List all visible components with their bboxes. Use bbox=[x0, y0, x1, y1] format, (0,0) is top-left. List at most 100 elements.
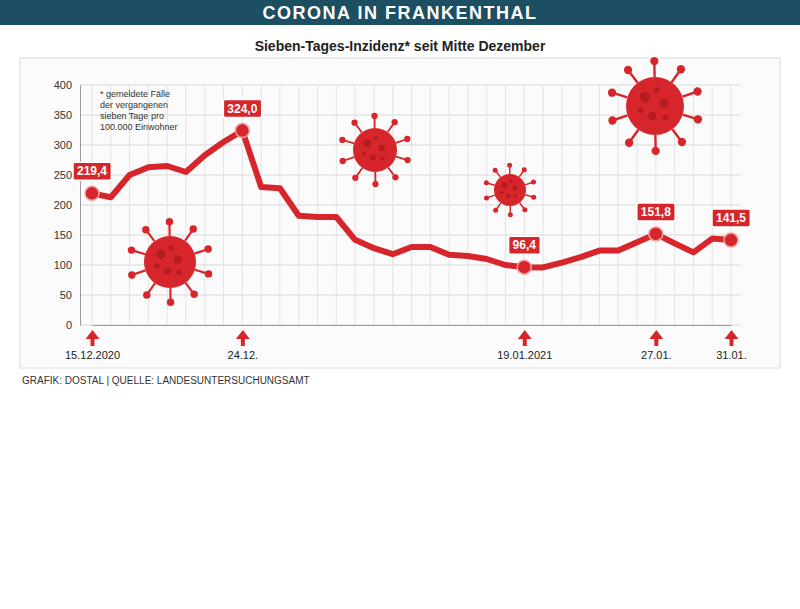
x-tick-arrow bbox=[725, 330, 739, 346]
x-tick-label: 27.01. bbox=[641, 349, 672, 361]
y-tick: 200 bbox=[54, 199, 80, 211]
grid-line-x bbox=[373, 85, 374, 325]
data-label-text: 96,4 bbox=[513, 238, 537, 252]
virus-spike-tip bbox=[677, 65, 685, 73]
virus-spot bbox=[500, 191, 503, 194]
virus-spot bbox=[177, 270, 182, 275]
virus-spike-tip bbox=[624, 66, 632, 74]
virus-spike-tip bbox=[404, 136, 410, 142]
virus-spot bbox=[154, 263, 159, 268]
grid-line-y bbox=[80, 295, 741, 296]
y-tick: 300 bbox=[54, 139, 80, 151]
y-tick-label: 300 bbox=[54, 139, 72, 151]
virus-icon bbox=[608, 57, 702, 155]
virus-icon bbox=[339, 113, 410, 187]
data-label-text: 141,5 bbox=[716, 211, 746, 225]
data-label-bg bbox=[223, 100, 261, 118]
y-tick-label: 200 bbox=[54, 199, 72, 211]
x-axis: 15.12.202024.12.19.01.202127.01.31.01. bbox=[65, 325, 747, 361]
virus-body bbox=[144, 236, 196, 288]
virus-spike-tip bbox=[507, 163, 512, 168]
grid-line-y bbox=[80, 175, 741, 176]
virus-spike-tip bbox=[493, 208, 498, 213]
footnote-line: * gemeldete Fälle bbox=[100, 89, 170, 99]
grid-line-x bbox=[336, 85, 337, 325]
y-tick-label: 50 bbox=[60, 289, 72, 301]
grid-line-x bbox=[693, 85, 694, 325]
virus-spot bbox=[648, 112, 656, 120]
y-tick-label: 0 bbox=[66, 319, 72, 331]
x-tick-arrow bbox=[236, 330, 250, 346]
data-label-bg bbox=[509, 236, 541, 254]
x-tick: 31.01. bbox=[716, 325, 747, 361]
plot-area bbox=[85, 124, 738, 275]
data-label: 151,8 bbox=[637, 203, 675, 221]
virus-spot bbox=[378, 145, 385, 152]
virus-spike-tip bbox=[392, 174, 398, 180]
grid-line-x bbox=[279, 85, 280, 325]
grid-line-x bbox=[411, 85, 412, 325]
point-marker bbox=[235, 124, 249, 138]
data-label: 96,4 bbox=[509, 236, 541, 254]
virus-spot bbox=[512, 186, 517, 191]
virus-spike-tip bbox=[128, 246, 135, 253]
data-label-text: 151,8 bbox=[641, 205, 671, 219]
x-axis-line bbox=[93, 325, 732, 326]
grid-line-x bbox=[242, 85, 243, 325]
virus-spike-tip bbox=[508, 212, 513, 217]
virus-spot bbox=[514, 195, 517, 198]
x-tick-arrow bbox=[649, 330, 663, 346]
virus-spike-tip bbox=[493, 168, 498, 173]
data-label: 141,5 bbox=[712, 209, 750, 227]
grid-line-x bbox=[618, 85, 619, 325]
incidence-line bbox=[92, 131, 731, 268]
title: CORONA IN FRANKENTHAL bbox=[263, 3, 538, 23]
y-tick: 100 bbox=[54, 259, 80, 271]
y-tick: 50 bbox=[60, 289, 80, 301]
virus-spike-tip bbox=[531, 180, 536, 185]
virus-spot bbox=[174, 256, 182, 264]
virus-spike-tip bbox=[694, 115, 702, 123]
y-tick-label: 150 bbox=[54, 229, 72, 241]
virus-spike-tip bbox=[522, 207, 527, 212]
virus-spike-tip bbox=[142, 226, 149, 233]
grid-line-x bbox=[467, 85, 468, 325]
data-labels: 219,4324,096,4151,8141,5 bbox=[73, 100, 750, 255]
grid-line-x bbox=[317, 85, 318, 325]
y-tick: 350 bbox=[54, 109, 80, 121]
x-tick: 27.01. bbox=[641, 325, 672, 361]
virus-spike-tip bbox=[531, 195, 536, 200]
virus-spot bbox=[506, 193, 510, 197]
virus-spike-tip bbox=[651, 147, 659, 155]
grid-line-x bbox=[449, 85, 450, 325]
virus-spike-tip bbox=[204, 245, 211, 252]
virus-spike-tip bbox=[340, 158, 346, 164]
x-tick-arrow bbox=[86, 330, 100, 346]
virus-spike-tip bbox=[693, 87, 701, 95]
virus-spike-tip bbox=[392, 119, 398, 125]
point-marker bbox=[649, 227, 663, 241]
virus-spike-tip bbox=[678, 138, 686, 146]
subtitle: Sieben-Tages-Inzidenz* seit Mitte Dezemb… bbox=[255, 38, 546, 54]
virus-spot bbox=[156, 250, 165, 259]
grid-line-x bbox=[298, 85, 299, 325]
virus-spot bbox=[662, 115, 668, 121]
virus-spike-tip bbox=[404, 157, 410, 163]
grid-line-x bbox=[731, 85, 732, 325]
footnote-line: 100.000 Einwohner bbox=[100, 122, 178, 132]
data-label-bg bbox=[637, 203, 675, 221]
virus-spike-tip bbox=[608, 89, 616, 97]
grid-line-x bbox=[110, 85, 111, 325]
panel bbox=[20, 58, 780, 368]
virus-spike-tip bbox=[522, 167, 527, 172]
virus-spot bbox=[363, 139, 371, 147]
grid-line-x bbox=[524, 85, 525, 325]
virus-spot bbox=[502, 182, 508, 188]
x-tick: 15.12.2020 bbox=[65, 325, 120, 361]
y-tick-label: 350 bbox=[54, 109, 72, 121]
virus-spot bbox=[381, 157, 385, 161]
virus-spike-tip bbox=[190, 225, 197, 232]
grid-line-x bbox=[712, 85, 713, 325]
source: GRAFIK: DOSTAL | QUELLE: LANDESUNTERSUCH… bbox=[22, 375, 310, 386]
grid-line-x bbox=[599, 85, 600, 325]
